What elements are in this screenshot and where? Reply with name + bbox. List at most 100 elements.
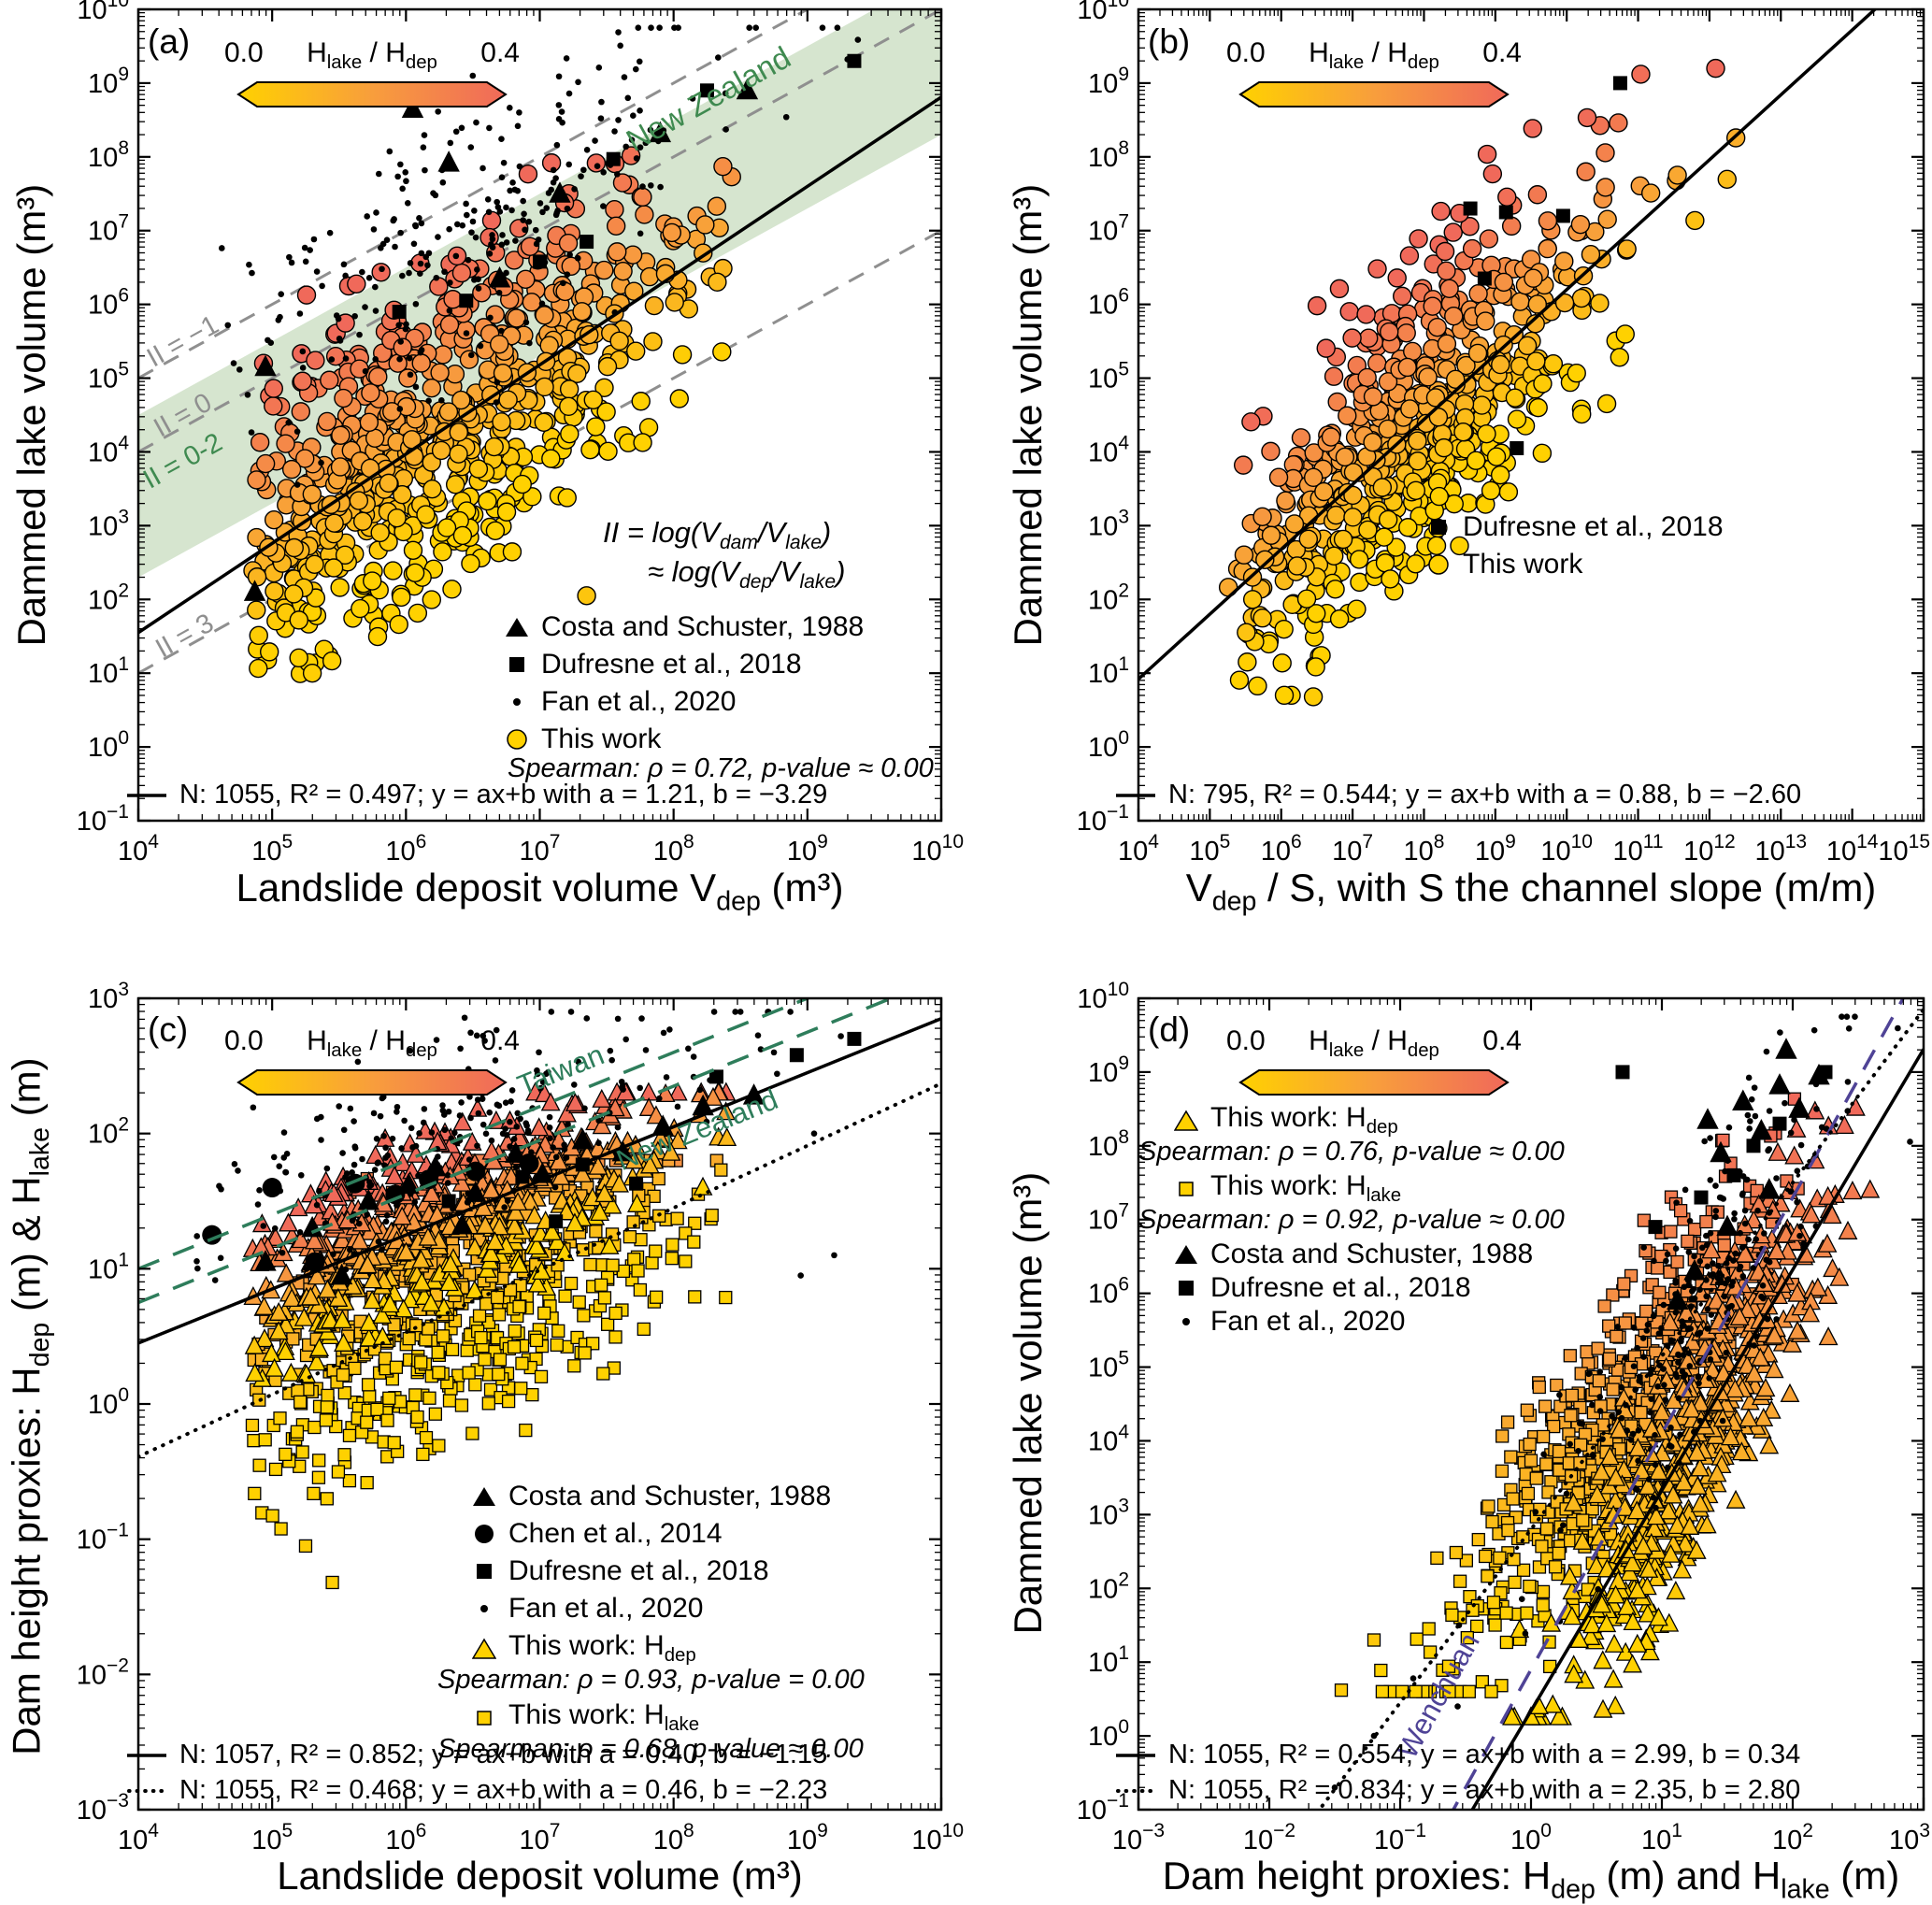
- fit-stats-solid: N: 1057, R² = 0.852; y = ax+b with a = 0…: [125, 1740, 827, 1770]
- svg-text:104: 104: [1118, 831, 1159, 867]
- svg-text:1010: 1010: [77, 0, 129, 25]
- colorbar-a: 0.0 Hlake / Hdep 0.4: [222, 37, 522, 108]
- square-icon: [1179, 1181, 1194, 1196]
- legend-label: Costa and Schuster, 1988: [1210, 1239, 1534, 1269]
- panel-label-d: (d): [1148, 1010, 1191, 1049]
- data-layers-b: [1138, 9, 1878, 707]
- colorbar-max-label: 0.4: [480, 1025, 520, 1056]
- legend-item-chen: Chen et al., 2014: [472, 1518, 723, 1551]
- colorbar-min-label: 0.0: [1226, 1025, 1266, 1056]
- svg-text:109: 109: [1088, 1053, 1129, 1088]
- series-costa-and-schuster-1988: [1667, 1038, 1830, 1311]
- circle-icon: [1428, 554, 1449, 575]
- legend-label: Chen et al., 2014: [508, 1518, 723, 1549]
- square-icon: [1431, 520, 1446, 536]
- triangle-icon: [473, 1487, 495, 1507]
- svg-text:1010: 1010: [1540, 831, 1593, 867]
- dotted-line-icon: [1116, 1788, 1157, 1793]
- svg-text:107: 107: [1332, 831, 1373, 867]
- svg-text:108: 108: [88, 137, 129, 173]
- ii-formula-line1: II = log(Vdam/Vlake): [603, 516, 832, 554]
- panel-label-a: (a): [148, 22, 191, 61]
- svg-text:101: 101: [88, 1249, 129, 1284]
- svg-text:106: 106: [1088, 1274, 1129, 1310]
- legend-label: Dufresne et al., 2018: [541, 649, 802, 680]
- legend-label: Costa and Schuster, 1988: [541, 611, 865, 642]
- legend-item-dufresne: Dufresne et al., 2018: [472, 1555, 769, 1588]
- svg-text:102: 102: [1088, 580, 1129, 615]
- colorbar-gradient-icon: [236, 81, 508, 108]
- square-icon: [1179, 1281, 1194, 1296]
- colorbar-min-label: 0.0: [1226, 37, 1266, 68]
- plot-canvas-a: 104 105 106 107 108 109 1010 10−1 100 101 102 103 10…: [77, 0, 964, 867]
- triangle-icon: [1174, 1110, 1198, 1131]
- svg-text:102: 102: [88, 580, 129, 615]
- fit-stats-label: N: 1055, R² = 0.497; y = ax+b with a = 1…: [179, 780, 828, 809]
- data-layers-c: [138, 998, 941, 1590]
- aux-line: [138, 998, 895, 1305]
- legend-item-this-work-hlake: This work: Hlake: [472, 1699, 699, 1736]
- svg-text:103: 103: [1889, 1820, 1930, 1855]
- solid-line-icon: [127, 1753, 166, 1757]
- colorbar-min-label: 0.0: [224, 37, 264, 68]
- x-axis-title: Vdep / S, with S the channel slope (m/m): [1185, 866, 1877, 917]
- svg-text:100: 100: [1088, 727, 1129, 763]
- svg-text:102: 102: [88, 1114, 129, 1150]
- colorbar-title: Hlake / Hdep: [1309, 37, 1439, 73]
- fit-stats-solid: N: 795, R² = 0.544; y = ax+b with a = 0.…: [1114, 780, 1801, 810]
- series-fan-et-al-2020: [218, 24, 862, 488]
- y-axis-title: Dammed lake volume (m³): [8, 183, 53, 647]
- legend-label: This work: Hdep: [1210, 1102, 1398, 1138]
- fit-stats-label: N: 1055, R² = 0.468; y = ax+b with a = 0…: [179, 1775, 828, 1805]
- svg-text:108: 108: [653, 1820, 694, 1855]
- colorbar-min-label: 0.0: [224, 1025, 264, 1056]
- svg-text:101: 101: [1088, 653, 1129, 689]
- legend-label: Fan et al., 2020: [508, 1593, 704, 1624]
- colorbar-max-label: 0.4: [1482, 1025, 1522, 1056]
- svg-text:103: 103: [1088, 1495, 1129, 1530]
- svg-text:10−1: 10−1: [77, 1520, 129, 1555]
- circle-icon: [475, 1525, 494, 1544]
- series-dufresne-et-al-2018: [1615, 1065, 1833, 1235]
- svg-text:105: 105: [251, 1820, 293, 1855]
- circle-icon: [507, 729, 527, 750]
- svg-text:109: 109: [787, 1820, 828, 1855]
- series-dufresne-et-al-2018: [441, 1031, 862, 1229]
- solid-line-icon: [1116, 1753, 1155, 1757]
- y-axis-title: Dam height proxies: Hdep (m) & Hlake (m): [4, 1057, 55, 1755]
- svg-text:101: 101: [1641, 1820, 1682, 1855]
- svg-text:101: 101: [88, 653, 129, 689]
- panel-label-b: (b): [1148, 22, 1191, 61]
- legend-item-costa: Costa and Schuster, 1988: [505, 611, 864, 644]
- legend-item-this-work: This work: [505, 723, 661, 756]
- guide-line: [138, 9, 941, 453]
- legend-label: This work: [1463, 549, 1583, 580]
- dotted-line-icon: [127, 1788, 168, 1793]
- series-dufresne-et-al-2018: [1463, 76, 1627, 456]
- colorbar-gradient-icon: [1238, 81, 1510, 108]
- svg-text:10−3: 10−3: [1112, 1820, 1165, 1855]
- svg-text:1010: 1010: [911, 1820, 964, 1855]
- legend-item-this-work: This work: [1426, 549, 1582, 581]
- svg-text:100: 100: [1510, 1820, 1552, 1855]
- svg-text:105: 105: [88, 359, 129, 394]
- panel-a: 104 105 106 107 108 109 1010 10−1 100 101 102 103 10…: [0, 0, 966, 952]
- panel-d: 10−3 10−2 10−1 100 101 102 103 10−1 100 101 102 103…: [966, 952, 1932, 1905]
- svg-text:1010: 1010: [911, 831, 964, 867]
- colorbar-title: Hlake / Hdep: [1309, 1025, 1439, 1061]
- svg-text:104: 104: [1088, 1421, 1129, 1456]
- svg-text:109: 109: [1088, 64, 1129, 99]
- legend-label: Dufresne et al., 2018: [508, 1555, 769, 1586]
- svg-text:107: 107: [88, 211, 129, 247]
- colorbar-max-label: 0.4: [1482, 37, 1522, 68]
- square-icon: [477, 1710, 492, 1726]
- legend-item-fan: Fan et al., 2020: [472, 1593, 703, 1626]
- data-layers-a: [138, 9, 941, 683]
- series-this-work: [1218, 58, 1746, 707]
- svg-text:106: 106: [385, 831, 426, 867]
- spearman-stat-hdep: Spearman: ρ = 0.93, p-value = 0.00: [437, 1665, 865, 1695]
- svg-text:106: 106: [1261, 831, 1302, 867]
- solid-line-icon: [1116, 793, 1155, 797]
- legend-label: This work: Hlake: [1210, 1170, 1402, 1206]
